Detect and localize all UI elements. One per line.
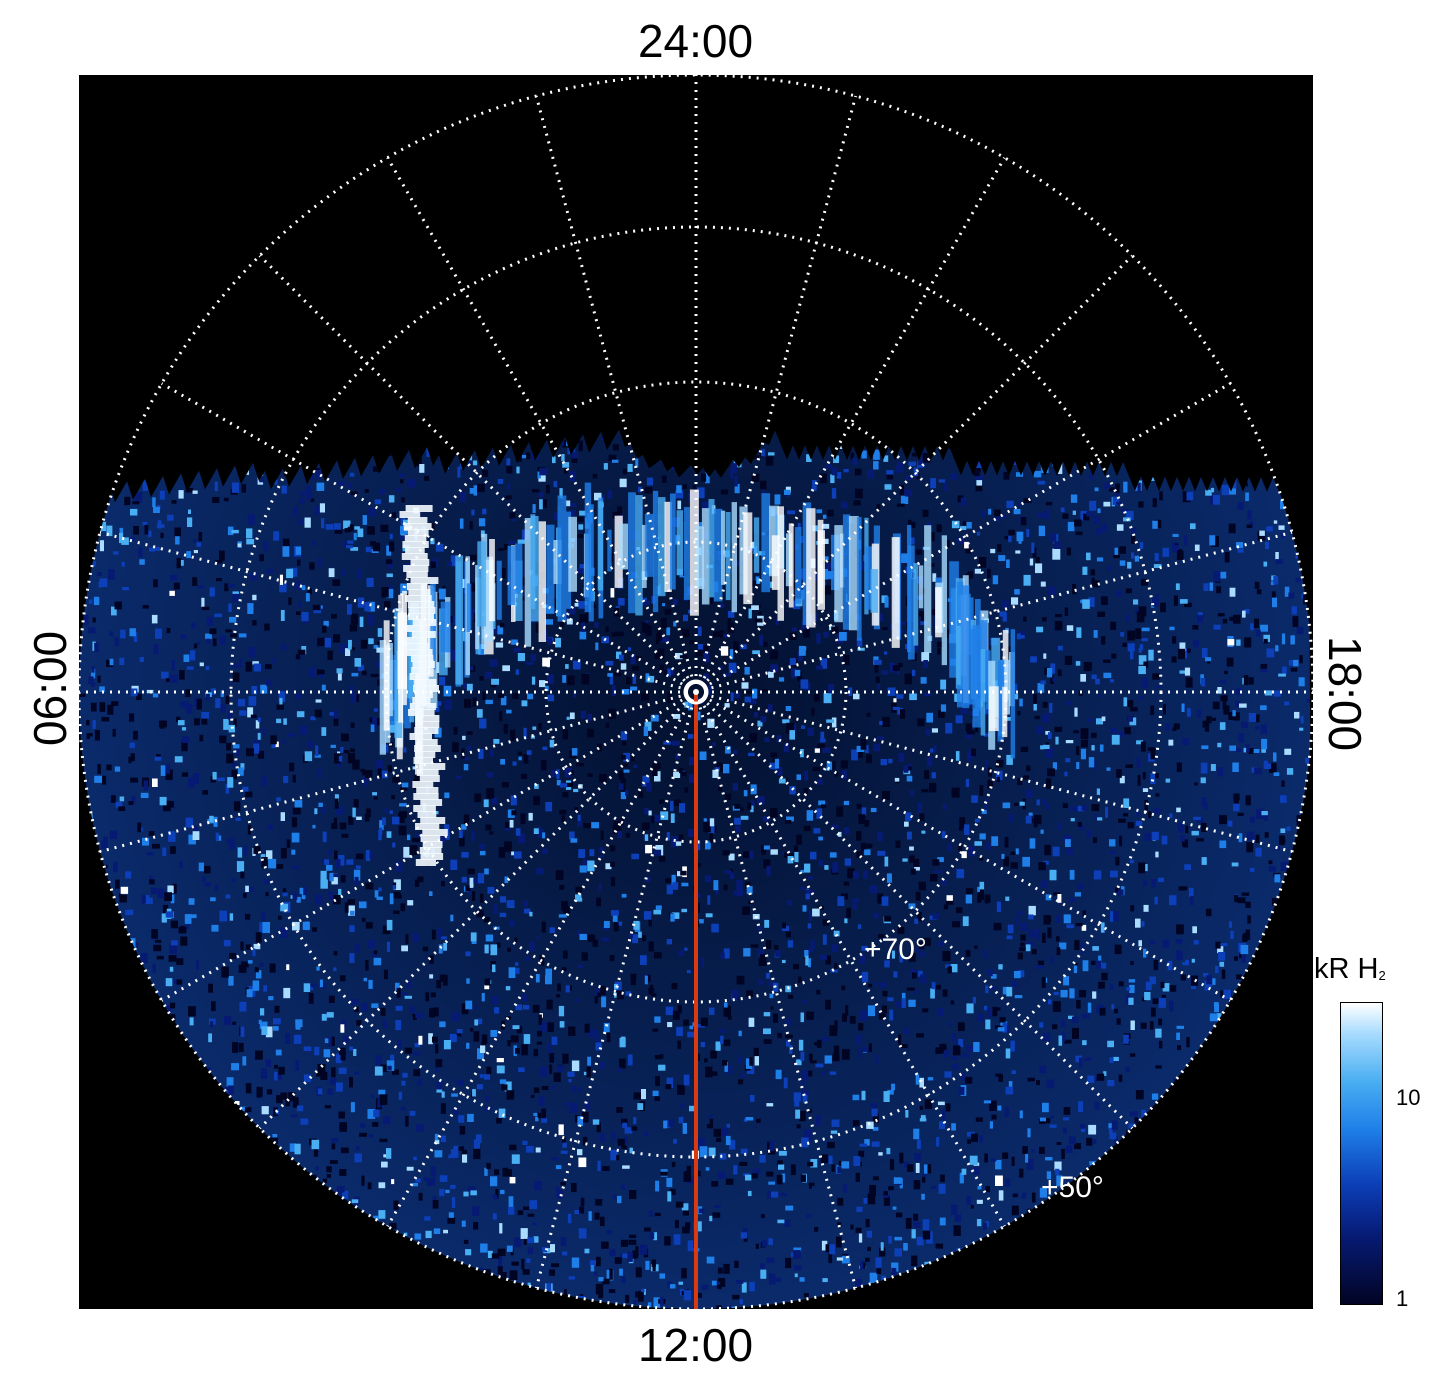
local-time-label-right: 18:00: [1319, 636, 1371, 752]
latitude-label-50: +50°: [1041, 1171, 1104, 1204]
colorbar-title: kR H2: [1314, 953, 1386, 985]
local-time-label-left: 06:00: [24, 630, 76, 746]
latitude-label-70: +70°: [864, 933, 927, 966]
colorbar-tick-10: 10: [1396, 1085, 1421, 1110]
latitude-longitude-grid: [79, 75, 1313, 1309]
local-time-label-top: 24:00: [637, 15, 754, 67]
pole-marker-dot: [693, 689, 699, 695]
polar-auroral-image: +70° +50°: [79, 75, 1313, 1309]
pole-marker-icon: [683, 679, 709, 705]
colorbar: [1340, 1002, 1383, 1305]
local-time-label-bottom: 12:00: [637, 1319, 754, 1371]
colorbar-tick-1: 1: [1396, 1286, 1409, 1311]
